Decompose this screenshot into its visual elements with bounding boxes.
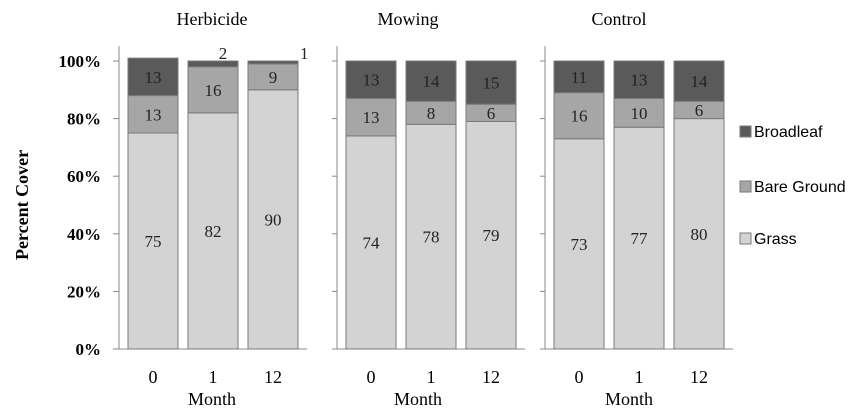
data-label: 13 — [631, 71, 648, 90]
x-axis-label: Month — [188, 389, 236, 409]
x-tick-label: 0 — [149, 367, 158, 387]
group-titles: Herbicide Mowing Control — [177, 9, 647, 29]
x-tick-label: 0 — [575, 367, 584, 387]
y-tick-label: 80% — [67, 110, 101, 129]
legend-swatch — [739, 180, 752, 193]
y-tick-label: 60% — [67, 167, 101, 186]
data-label: 13 — [145, 68, 162, 87]
bar-segment-bare-ground — [613, 97, 665, 128]
data-label: 75 — [145, 232, 162, 251]
bar-segment-broadleaf — [405, 60, 457, 102]
bar-segment-broadleaf — [613, 60, 665, 99]
x-axis-label: Month — [394, 389, 442, 409]
y-tick-label: 0% — [76, 340, 102, 359]
data-label: 6 — [487, 104, 496, 123]
x-tick-label: 1 — [209, 367, 218, 387]
bar-segment-grass — [247, 89, 299, 350]
legend-label: Grass — [754, 231, 797, 248]
x-tick-label: 12 — [690, 367, 708, 387]
data-label: 1 — [300, 44, 309, 63]
data-label: 13 — [363, 71, 380, 90]
bar-segment-bare-ground — [247, 63, 299, 91]
legend-label: Bare Ground — [754, 179, 846, 196]
y-axis-label: Percent Cover — [12, 150, 32, 260]
y-tick-label: 40% — [67, 225, 101, 244]
data-label: 14 — [423, 72, 441, 91]
data-label: 74 — [363, 233, 381, 252]
bar-segment-grass — [405, 123, 457, 350]
x-axis: Month 0 1 12 Month 0 1 12 Month 0 1 12 — [149, 367, 709, 409]
data-label: 78 — [423, 228, 440, 247]
legend-swatch — [739, 125, 752, 138]
group-title: Mowing — [377, 9, 438, 29]
bars: 75 13 13 82 16 2 90 9 1 74 13 13 78 8 14 79 6 15 73 16 11 77 1… — [127, 44, 725, 350]
bar-segment-grass — [465, 120, 517, 350]
data-label: 10 — [631, 104, 648, 123]
legend-swatch — [739, 232, 752, 245]
data-label: 16 — [571, 107, 588, 126]
bar-segment-broadleaf — [247, 60, 299, 65]
data-label: 8 — [427, 104, 436, 123]
data-label: 2 — [219, 44, 228, 63]
data-label: 14 — [691, 72, 709, 91]
bar-segment-bare-ground — [127, 95, 179, 134]
y-tick-label: 100% — [59, 52, 102, 71]
bar-segment-grass — [613, 126, 665, 350]
data-label: 73 — [571, 235, 588, 254]
bar-segment-broadleaf — [673, 60, 725, 102]
data-label: 79 — [483, 226, 500, 245]
bar-segment-grass — [187, 112, 239, 350]
data-label: 9 — [269, 68, 278, 87]
y-tick-label: 20% — [67, 282, 101, 301]
bar-segment-broadleaf — [465, 60, 517, 105]
x-tick-label: 1 — [635, 367, 644, 387]
bar-segment-broadleaf — [345, 60, 397, 99]
x-tick-label: 0 — [367, 367, 376, 387]
x-tick-label: 1 — [427, 367, 436, 387]
legend-label: Broadleaf — [754, 124, 823, 141]
data-label: 82 — [205, 222, 222, 241]
x-tick-label: 12 — [264, 367, 282, 387]
data-label: 77 — [631, 229, 649, 248]
data-label: 90 — [265, 210, 282, 229]
group-title: Herbicide — [177, 9, 248, 29]
legend: Broadleaf Bare Ground Grass — [739, 124, 846, 248]
data-label: 15 — [483, 74, 500, 93]
bar-segment-bare-ground — [187, 66, 239, 114]
data-label: 16 — [205, 81, 222, 100]
bar-segment-grass — [673, 118, 725, 350]
data-label: 13 — [145, 105, 162, 124]
x-axis-label: Month — [605, 389, 653, 409]
bar-segment-broadleaf — [187, 60, 239, 68]
bar-segment-broadleaf — [553, 60, 605, 94]
data-label: 80 — [691, 225, 708, 244]
x-tick-label: 12 — [482, 367, 500, 387]
group-title: Control — [591, 9, 646, 29]
data-label: 11 — [571, 68, 587, 87]
data-label: 6 — [695, 101, 704, 120]
data-label: 13 — [363, 108, 380, 127]
bar-segment-broadleaf — [127, 57, 179, 97]
